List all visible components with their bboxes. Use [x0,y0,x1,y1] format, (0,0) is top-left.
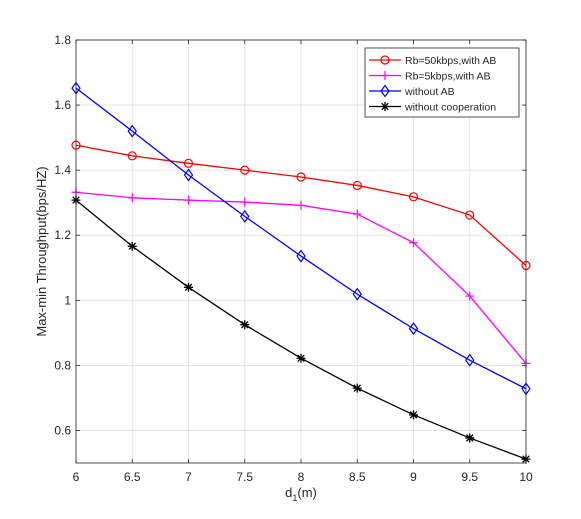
data-point-without-cooperation [465,433,475,443]
legend-swatch-marker [380,84,390,98]
series-line-rb-50kbps-with-ab [75,144,527,266]
legend-label: without cooperation [404,102,496,114]
data-point-without-cooperation [184,282,193,292]
legend-swatch-marker [380,55,390,65]
data-point-without-ab [183,168,194,182]
data-point-without-ab [296,249,306,263]
data-point-rb-5kbps-with-ab [127,193,137,203]
legend-label: without AB [404,86,455,98]
x-tick-label: 6 [73,470,80,484]
data-point-rb-5kbps-with-ab [296,200,306,210]
data-point-rb-50kbps-with-ab [465,210,475,220]
data-point-without-cooperation [352,383,362,393]
legend-item-without-cooperation: without cooperation [369,102,496,114]
series-layer [71,81,531,464]
data-point-without-ab [352,287,362,301]
x-tick-label: 8 [298,470,305,484]
data-point-rb-50kbps-with-ab [408,192,419,202]
y-tick-label: 1 [64,293,71,307]
legend-label: Rb=5kbps,with AB [405,71,491,83]
x-tick-label: 7.5 [236,470,253,484]
data-point-rb-5kbps-with-ab [184,195,193,205]
series-without-ab [71,81,531,396]
legend-items: Rb=50kbps,with AB Rb=5kbps,with AB without… [369,55,496,114]
legend-item-rb-5kbps-with-ab: Rb=5kbps,with AB [369,71,491,83]
data-point-rb-50kbps-with-ab [240,165,250,175]
ticks: 6 6.5 7 7.5 8 8.5 9 9.5 10 0.6 0.8 1 1.2 1.4 1.6 1.8 [54,33,533,484]
x-tick-label: 9.5 [461,470,478,484]
x-axis-label-main: d [285,485,292,500]
legend: Rb=50kbps,with AB Rb=5kbps,with AB without… [364,47,520,118]
data-point-rb-50kbps-with-ab [352,180,362,191]
data-point-rb-50kbps-with-ab [127,151,137,161]
series-rb-50kbps-with-ab [71,140,531,271]
y-tick-label: 0.8 [54,358,71,372]
legend-item-without-ab: without AB [369,84,455,98]
legend-item-rb-50kbps-with-ab: Rb=50kbps,with AB [369,55,496,67]
data-point-without-cooperation [296,353,306,363]
x-axis-label-unit: (m) [297,485,317,500]
x-tick-label: 8.5 [349,470,366,484]
data-point-rb-5kbps-with-ab [240,197,250,207]
y-tick-label: 0.6 [54,423,71,437]
data-point-without-cooperation [127,241,137,251]
data-point-without-cooperation [409,410,418,420]
y-axis-label: Max-min Throughput(bps/HZ) [34,166,49,336]
x-axis-label-subscript: 1 [292,493,297,503]
x-axis-label: d1(m) [285,485,317,503]
legend-label: Rb=50kbps,with AB [405,55,496,67]
x-tick-label: 10 [519,470,533,484]
legend-swatch-marker [380,71,390,80]
x-tick-label: 7 [185,470,192,484]
data-point-rb-5kbps-with-ab [465,291,475,301]
y-tick-label: 1.8 [54,33,71,47]
data-point-rb-5kbps-with-ab [352,209,362,219]
x-tick-label: 9 [410,470,417,484]
data-point-rb-50kbps-with-ab [296,172,306,182]
data-point-rb-50kbps-with-ab [183,158,194,168]
y-tick-label: 1.6 [54,98,71,112]
series-line-without-ab [75,87,527,390]
data-point-without-cooperation [240,320,250,330]
legend-swatch-marker [380,102,390,111]
data-point-without-ab [465,353,475,367]
y-tick-label: 1.2 [54,228,71,242]
data-point-without-ab [127,124,137,138]
data-point-without-ab [408,322,419,336]
data-point-without-ab [240,209,250,223]
x-tick-label: 6.5 [124,470,141,484]
y-tick-label: 1.4 [54,163,71,177]
data-point-rb-5kbps-with-ab [409,238,418,248]
